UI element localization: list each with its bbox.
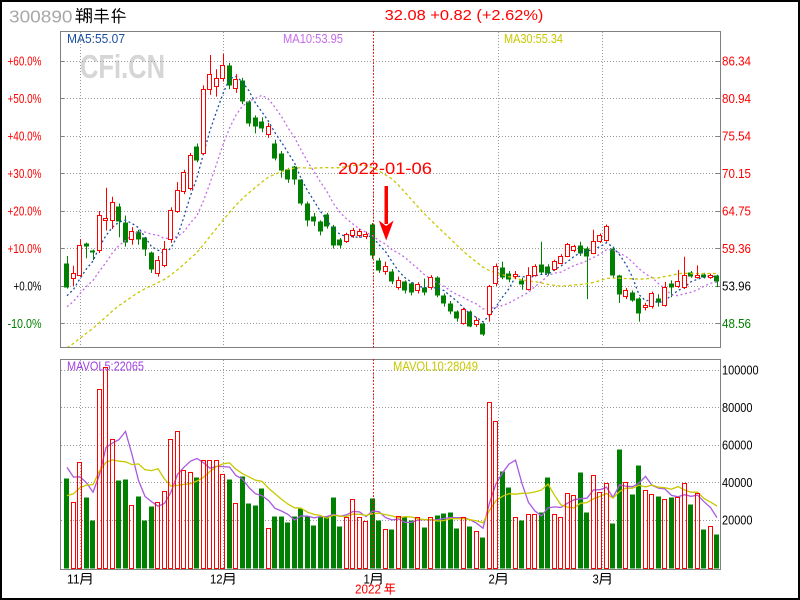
svg-text:+20.0%: +20.0% bbox=[8, 205, 42, 219]
svg-text:+30.0%: +30.0% bbox=[8, 167, 42, 181]
svg-text:2022-01-06: 2022-01-06 bbox=[338, 159, 432, 178]
svg-text:3: 3 bbox=[593, 572, 599, 587]
svg-text:100000: 100000 bbox=[722, 364, 759, 378]
svg-text:+40.0%: +40.0% bbox=[8, 130, 42, 144]
svg-text:-10.0%: -10.0% bbox=[8, 317, 42, 331]
svg-text:+0.0%: +0.0% bbox=[14, 280, 42, 294]
svg-text:+10.0%: +10.0% bbox=[8, 242, 42, 256]
svg-text:MAVOL10:28049: MAVOL10:28049 bbox=[393, 359, 478, 374]
svg-text:80.94: 80.94 bbox=[722, 92, 751, 106]
svg-text:MAVOL5:22065: MAVOL5:22065 bbox=[67, 359, 144, 374]
svg-text:48.56: 48.56 bbox=[722, 317, 751, 331]
svg-text:59.36: 59.36 bbox=[722, 242, 751, 256]
svg-text:60000: 60000 bbox=[722, 439, 753, 453]
svg-text:1: 1 bbox=[364, 572, 370, 587]
svg-text:86.34: 86.34 bbox=[722, 55, 751, 69]
svg-text:40000: 40000 bbox=[722, 476, 753, 490]
svg-text:53.96: 53.96 bbox=[722, 280, 751, 294]
svg-text:MA30:55.34: MA30:55.34 bbox=[504, 31, 563, 46]
svg-text:80000: 80000 bbox=[722, 401, 753, 415]
svg-text:300890: 300890 bbox=[9, 7, 73, 27]
svg-text:11: 11 bbox=[67, 572, 80, 587]
svg-text:MA5:55.07: MA5:55.07 bbox=[67, 31, 125, 46]
svg-text:MA10:53.95: MA10:53.95 bbox=[283, 31, 343, 46]
svg-text:2022: 2022 bbox=[355, 583, 381, 597]
svg-text:2: 2 bbox=[489, 572, 495, 587]
svg-text:+50.0%: +50.0% bbox=[8, 92, 42, 106]
svg-text:75.54: 75.54 bbox=[722, 130, 751, 144]
svg-text:32.08 +0.82 (+2.62%): 32.08 +0.82 (+2.62%) bbox=[385, 7, 544, 24]
svg-text:64.75: 64.75 bbox=[722, 205, 751, 219]
svg-text:CFi.CN: CFi.CN bbox=[80, 48, 165, 85]
svg-text:70.15: 70.15 bbox=[722, 167, 751, 181]
svg-text:20000: 20000 bbox=[722, 514, 753, 528]
svg-text:+60.0%: +60.0% bbox=[8, 55, 42, 69]
svg-text:12: 12 bbox=[210, 572, 223, 587]
